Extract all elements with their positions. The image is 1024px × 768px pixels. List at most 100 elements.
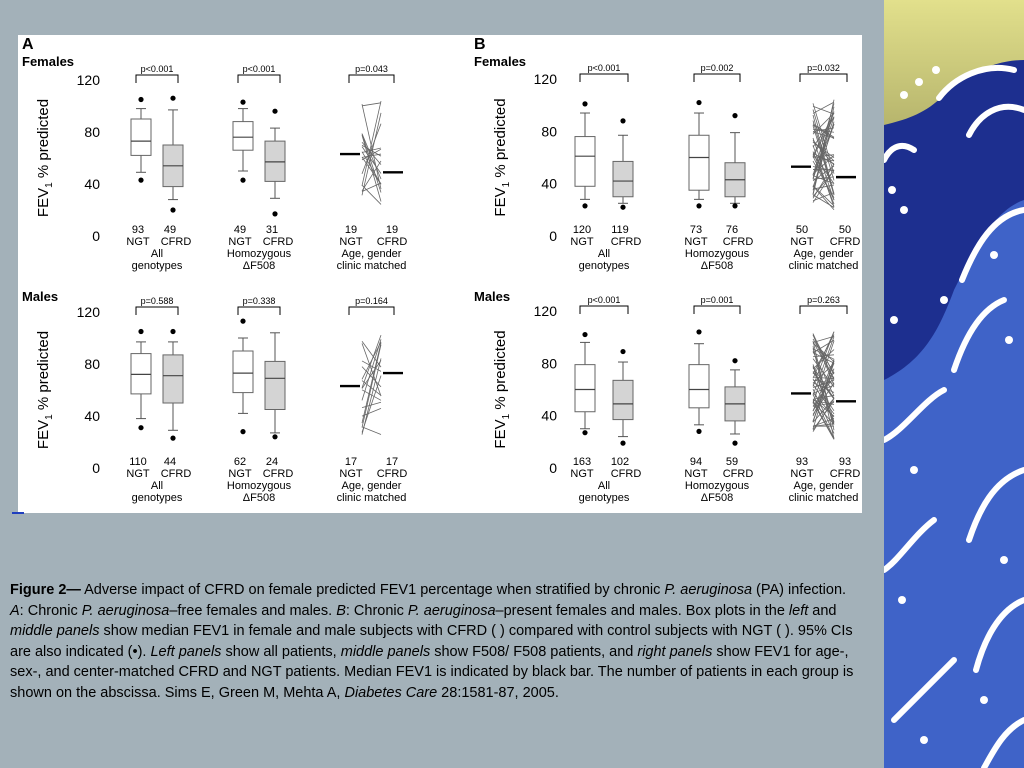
p-value-label: p=0.263 [807, 295, 840, 305]
figure-image: A B Females Females Males Males FEV1 % predict… [18, 35, 862, 513]
ci-dot [240, 99, 246, 105]
p-value-bracket [348, 74, 395, 83]
paired-line [812, 114, 835, 194]
x-tick-label-cfrd: CFRD [377, 468, 408, 480]
ci-dot [170, 435, 176, 441]
paired-line [361, 148, 382, 161]
group-label: genotypes [132, 492, 183, 504]
p-value-label: p=0.001 [701, 295, 734, 305]
foam-spray-dot [890, 316, 898, 324]
ci-dot [138, 425, 144, 431]
n-count-label: 49 [234, 224, 246, 236]
ci-dot [620, 204, 626, 210]
p-value-label: p<0.001 [588, 295, 621, 305]
ci-dot [732, 440, 738, 446]
paired-line [361, 184, 382, 205]
y-tick-label: 80 [84, 124, 100, 140]
paired-line [361, 156, 382, 185]
paired-line [812, 336, 835, 396]
x-tick-label-ngt: NGT [126, 236, 150, 248]
y-axis-label-rest: % predicted [492, 98, 509, 181]
paired-line [812, 352, 835, 364]
box-iqr [612, 379, 634, 421]
paired-lines [361, 101, 382, 205]
paired-line [812, 398, 835, 423]
paired-line [812, 384, 835, 394]
p-value-label: p<0.001 [243, 64, 276, 74]
group-label: Homozygous [227, 480, 292, 492]
y-tick-label: 0 [92, 460, 100, 476]
y-axis-label-main: FEV [492, 187, 509, 216]
box-cfrd: 102 [611, 348, 634, 468]
wave-decoration [884, 0, 1024, 768]
y-axis-label-rest: % predicted [35, 99, 52, 182]
paired-line [812, 401, 835, 425]
group-label: Homozygous [685, 480, 750, 492]
paired-line [361, 101, 382, 186]
ci-dot [240, 318, 246, 324]
p-value-bracket [237, 74, 281, 83]
box-cfrd: 59 [724, 358, 746, 468]
paired-line [812, 376, 835, 380]
y-axis-label: FEV1 % predicted [492, 98, 512, 216]
ci-dot [170, 328, 176, 335]
paired-line [812, 176, 835, 180]
group-label: ΔF508 [701, 492, 733, 504]
paired-line [361, 375, 382, 433]
ci-dot [696, 329, 702, 335]
box-ngt: 93 [130, 96, 152, 236]
y-axis-label-main: FEV [492, 419, 509, 448]
n-count-label: 24 [266, 456, 278, 468]
box-iqr [612, 160, 634, 198]
y-axis-label-main: FEV [35, 188, 52, 217]
ci-dot [582, 430, 588, 436]
foam-curl [959, 207, 1024, 283]
box-iqr [232, 350, 254, 394]
n-count-label: 17 [345, 456, 357, 468]
caption-segment: B [336, 602, 346, 619]
ci-dot [696, 203, 702, 209]
ci-dot [732, 113, 738, 119]
paired-line [812, 109, 835, 181]
p-value-label: p<0.001 [141, 64, 174, 74]
ci-dot [620, 118, 626, 124]
paired-line [812, 141, 835, 158]
p-value-label: p=0.032 [807, 63, 840, 73]
foam-spray-dot [910, 466, 918, 474]
row-label-females: Females [474, 54, 526, 69]
group-label: ΔF508 [243, 260, 275, 272]
foam-curl [966, 103, 1024, 138]
box-iqr [130, 353, 152, 395]
group-label: Age, gender [794, 480, 854, 492]
x-tick-label-ngt: NGT [790, 236, 814, 248]
wave-foam [884, 64, 1024, 768]
caption-segment: Adverse impact of CFRD on female predict… [80, 582, 665, 598]
x-tick-label-cfrd: CFRD [830, 236, 861, 248]
foam-spray-dot [915, 78, 923, 86]
paired-line [361, 146, 382, 174]
paired-line [812, 120, 835, 195]
paired-line [361, 360, 382, 372]
paired-line [812, 170, 835, 197]
caption-segment: middle panels [340, 643, 431, 660]
box-cfrd: 31 [264, 108, 286, 236]
y-axis-label-subscript: 1 [501, 181, 512, 187]
y-tick-label: 0 [549, 460, 557, 476]
x-tick-label-cfrd: CFRD [161, 468, 192, 480]
paired-line [361, 366, 382, 388]
p-value-bracket [579, 73, 629, 82]
paired-lines [812, 99, 835, 210]
n-count-label: 102 [611, 456, 629, 468]
paired-line [812, 399, 835, 405]
y-axis-label: FEV1 % predicted [492, 330, 512, 448]
box-cfrd: 76 [724, 113, 746, 236]
hyperlink-mark[interactable] [12, 512, 24, 514]
box-cfrd: 24 [264, 332, 286, 468]
y-tick-label: 120 [534, 303, 558, 319]
caption-segment: 28:1581-87, 2005. [437, 684, 559, 701]
caption-segment: (PA) infection. [752, 582, 847, 598]
paired-lines [361, 335, 382, 435]
